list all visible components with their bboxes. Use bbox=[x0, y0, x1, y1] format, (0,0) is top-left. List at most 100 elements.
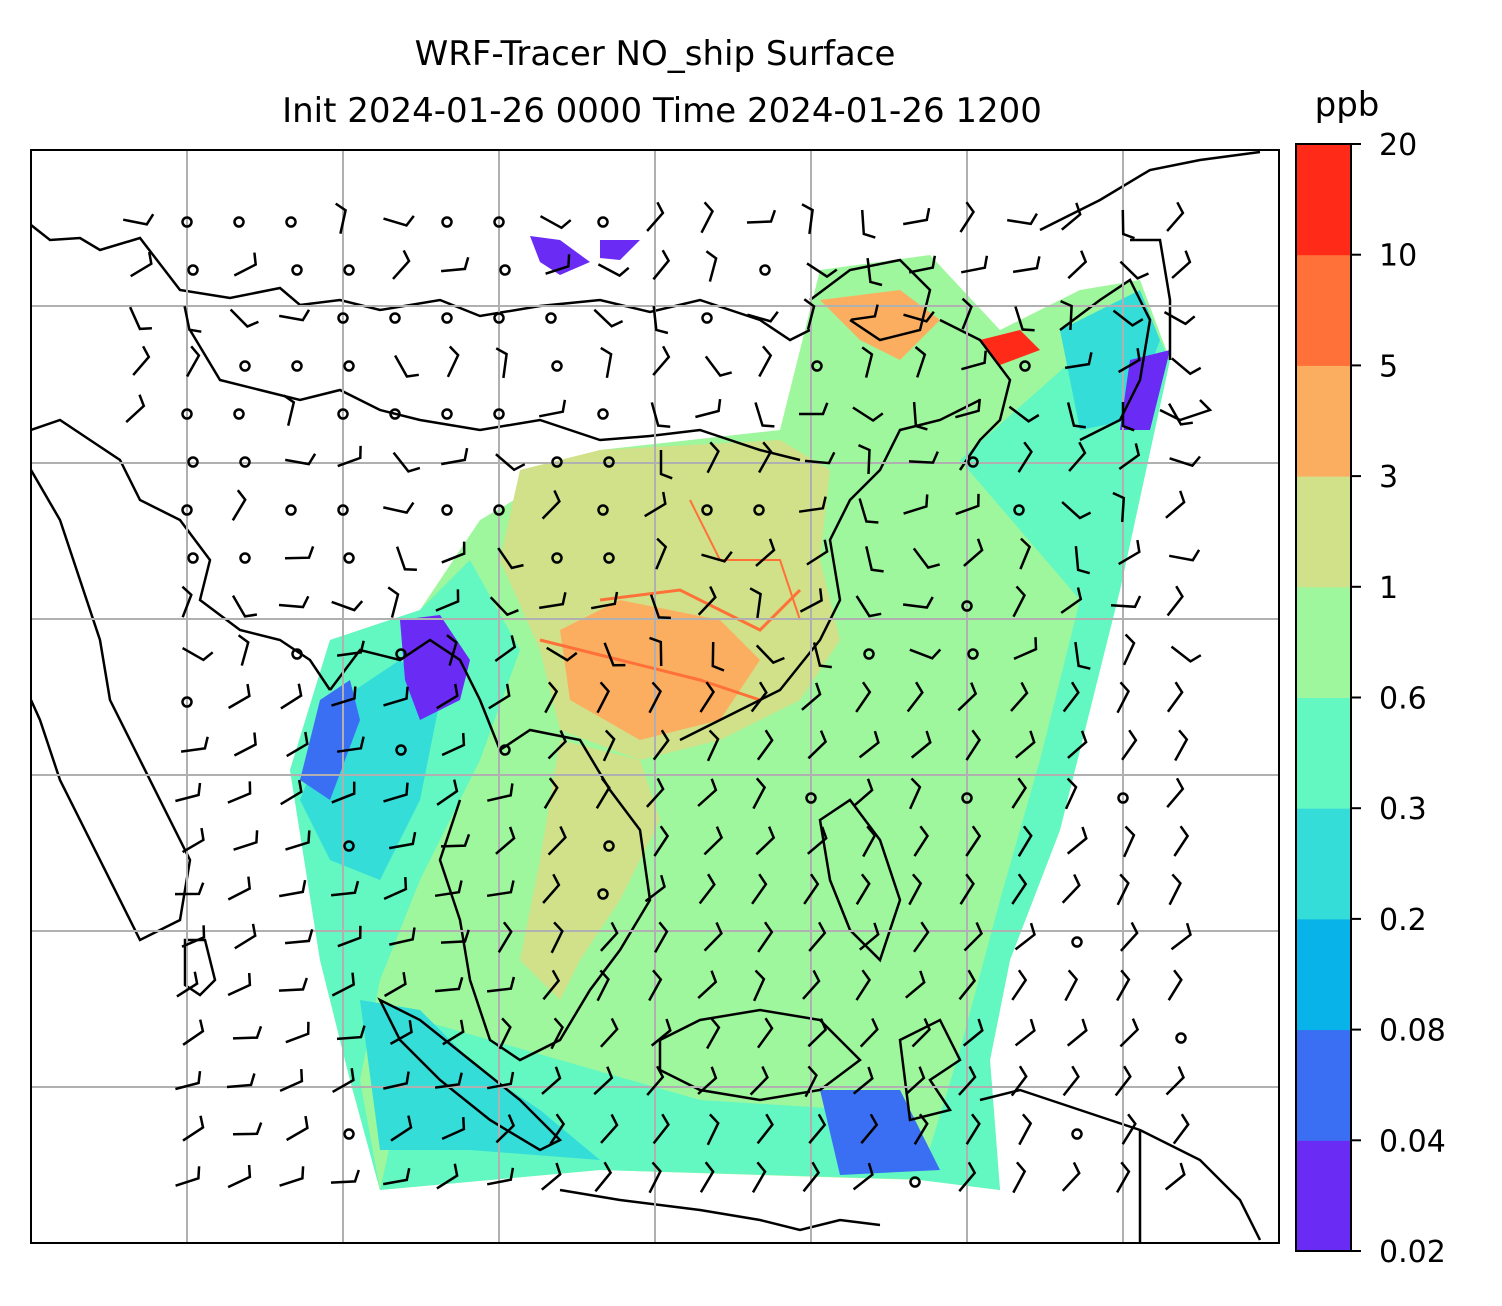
wind-barb bbox=[383, 501, 415, 515]
wind-barb bbox=[1116, 1161, 1131, 1194]
wind-barb bbox=[858, 922, 880, 951]
wind-barb bbox=[542, 969, 561, 1001]
calm-marker bbox=[603, 456, 615, 468]
calm-marker bbox=[441, 408, 453, 420]
field-east-aqua bbox=[920, 300, 1170, 1190]
colorbar-tick-label: 10 bbox=[1379, 239, 1417, 274]
wind-barb bbox=[278, 595, 310, 609]
wind-barb bbox=[754, 402, 775, 428]
wind-barb bbox=[1171, 250, 1192, 279]
colorbar-tick-label: 0.02 bbox=[1379, 1235, 1446, 1270]
calm-marker bbox=[343, 1128, 355, 1140]
wind-barb bbox=[958, 1161, 977, 1193]
calm-marker bbox=[441, 216, 453, 228]
wind-barb bbox=[858, 444, 871, 475]
wind-barb bbox=[486, 976, 516, 993]
wind-barb bbox=[337, 445, 362, 468]
wind-barb bbox=[278, 879, 307, 898]
wind-barb bbox=[801, 203, 814, 235]
wind-barb bbox=[1011, 777, 1028, 809]
wind-barb bbox=[903, 494, 929, 515]
calm-marker bbox=[551, 456, 563, 468]
colorbar-tick-label: 5 bbox=[1379, 349, 1398, 384]
wind-barb bbox=[1017, 825, 1033, 857]
wind-barb bbox=[434, 1072, 463, 1089]
wind-barb bbox=[1119, 1018, 1140, 1048]
wind-barb bbox=[1166, 585, 1184, 617]
wind-barb bbox=[695, 398, 722, 419]
wind-barb bbox=[128, 306, 152, 331]
wind-barb bbox=[542, 873, 561, 904]
wind-barb bbox=[599, 1017, 619, 1048]
colorbar-tick-label: 3 bbox=[1379, 460, 1398, 495]
wind-barb bbox=[1013, 637, 1038, 660]
calm-marker bbox=[389, 312, 401, 324]
wind-barb bbox=[1116, 873, 1130, 906]
calm-marker bbox=[291, 264, 303, 276]
wind-barb bbox=[1170, 357, 1202, 376]
wind-barb bbox=[446, 634, 458, 666]
wind-barb bbox=[233, 830, 259, 851]
wind-barb bbox=[652, 345, 671, 376]
wind-barb bbox=[902, 596, 934, 609]
wind-barb bbox=[181, 585, 193, 618]
wind-barb bbox=[229, 308, 259, 328]
calm-marker bbox=[1019, 360, 1031, 372]
wind-barb bbox=[904, 970, 926, 999]
wind-barb bbox=[596, 969, 610, 1002]
wind-barb bbox=[1060, 202, 1082, 231]
wind-barb bbox=[1122, 825, 1136, 858]
wind-barb bbox=[1066, 1018, 1088, 1047]
wind-barb bbox=[852, 406, 884, 423]
wind-barb bbox=[1010, 681, 1029, 712]
wind-barb bbox=[1116, 969, 1131, 1002]
calm-marker bbox=[597, 888, 609, 900]
wind-barb bbox=[1011, 873, 1028, 905]
wind-barb bbox=[279, 1166, 305, 1187]
wind-barb bbox=[1012, 1161, 1027, 1194]
wind-barb bbox=[1121, 402, 1135, 432]
wind-barb bbox=[227, 1164, 252, 1189]
wind-barb bbox=[955, 493, 980, 516]
wind-barb bbox=[1170, 922, 1192, 951]
wind-barb bbox=[183, 306, 202, 333]
calm-marker bbox=[343, 552, 355, 564]
wind-barb bbox=[395, 546, 417, 572]
wind-barb bbox=[755, 826, 776, 856]
coast-sumatra bbox=[377, 997, 563, 1152]
wind-barb bbox=[965, 729, 982, 761]
wind-barb bbox=[860, 209, 876, 239]
wind-barb bbox=[595, 777, 611, 809]
wind-barb bbox=[758, 441, 773, 474]
calm-marker bbox=[759, 264, 771, 276]
wind-barb bbox=[440, 833, 471, 848]
wind-barb bbox=[286, 731, 309, 758]
wind-barb bbox=[1014, 306, 1035, 332]
wind-barb bbox=[181, 827, 205, 854]
wind-barb bbox=[855, 595, 882, 618]
wind-barb bbox=[387, 586, 400, 618]
calm-marker bbox=[233, 408, 245, 420]
wind-barb bbox=[648, 1161, 662, 1194]
wind-barb bbox=[1163, 311, 1196, 326]
wind-barb bbox=[644, 874, 666, 903]
wind-barb bbox=[699, 681, 716, 713]
wind-barb bbox=[801, 682, 822, 711]
wind-barb bbox=[853, 778, 874, 807]
field-bohai-orange bbox=[820, 290, 940, 360]
coast-sulawesi bbox=[898, 1018, 962, 1122]
wind-barb bbox=[909, 648, 942, 660]
wind-barb bbox=[392, 451, 421, 473]
wind-barb bbox=[652, 1113, 670, 1145]
wind-barb bbox=[1008, 405, 1040, 423]
wind-barb bbox=[547, 825, 567, 856]
wind-barb bbox=[440, 929, 470, 944]
colorbar-tick-label: 0.3 bbox=[1379, 792, 1427, 827]
wind-barb bbox=[434, 976, 464, 993]
wind-barb bbox=[1166, 777, 1185, 809]
wind-barb bbox=[278, 977, 308, 992]
wind-barb bbox=[808, 1113, 827, 1145]
colorbar-tick-label: 1 bbox=[1379, 571, 1398, 606]
wind-barb bbox=[227, 876, 252, 901]
wind-barb bbox=[602, 729, 616, 762]
